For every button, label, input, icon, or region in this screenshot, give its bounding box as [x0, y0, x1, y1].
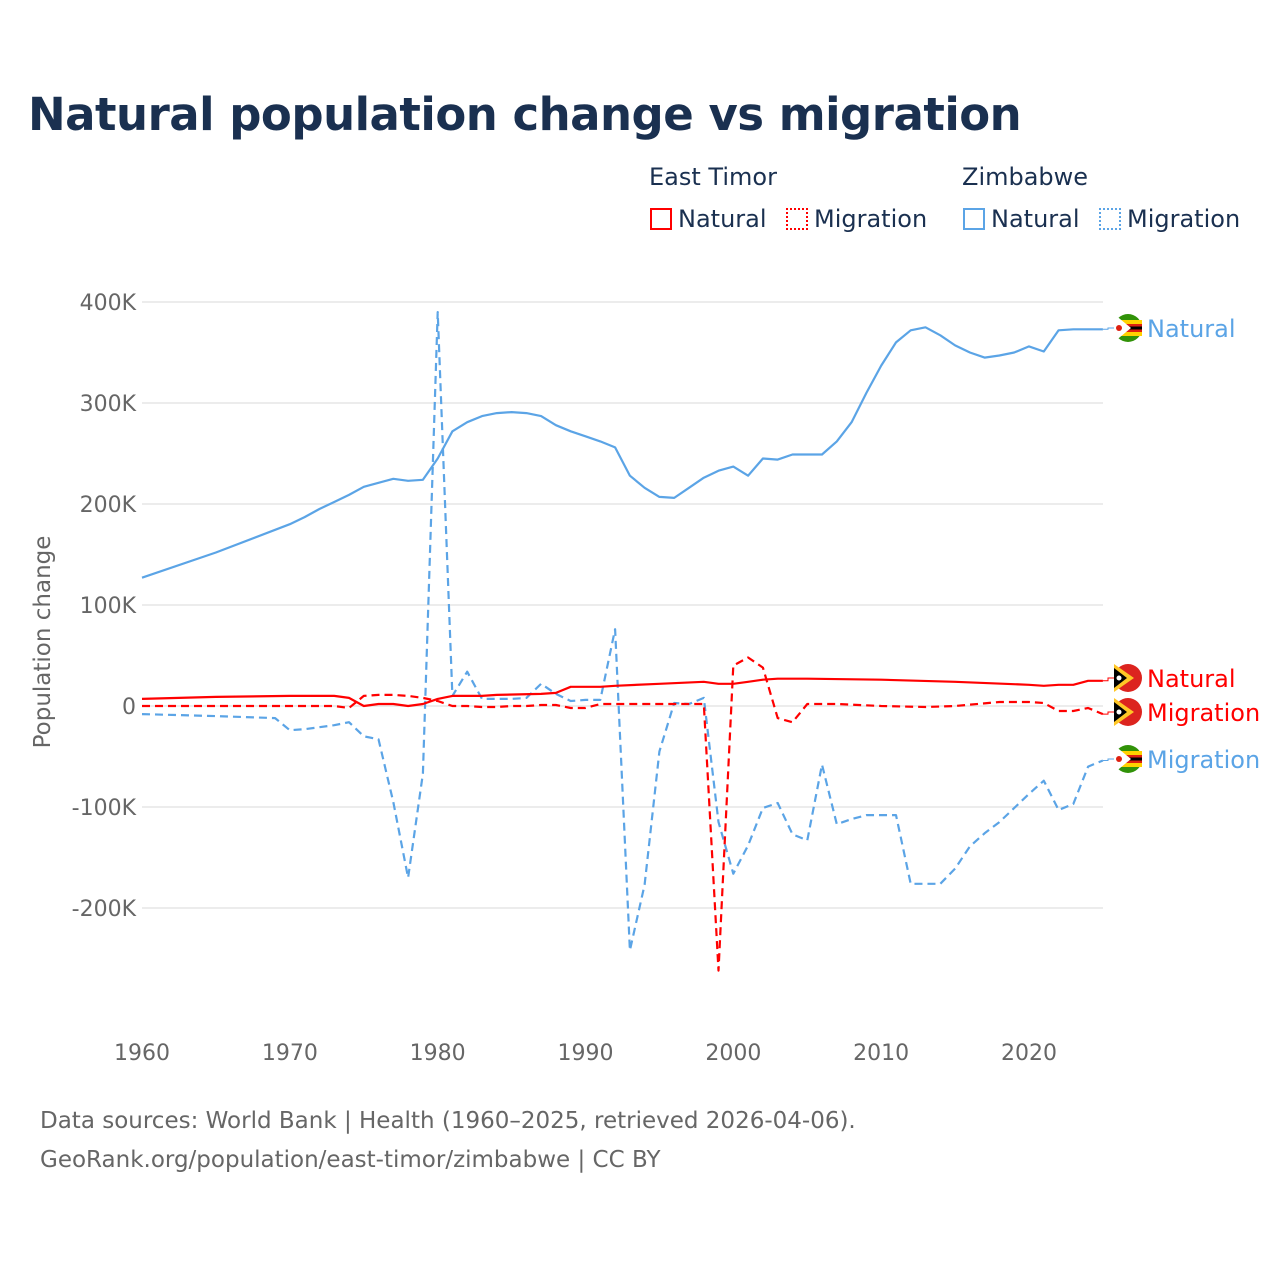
series-line-east-timor-natural [141, 677, 1103, 708]
legend-label: Migration [814, 205, 928, 233]
label-connector [1102, 758, 1114, 762]
label-connector [1102, 677, 1114, 682]
x-tick-label: 2020 [1001, 1041, 1057, 1066]
series-end-label: Natural [1147, 315, 1236, 343]
legend-label: Natural [678, 205, 767, 233]
x-tick-label: 2010 [853, 1041, 909, 1066]
y-tick-label: 400K [80, 291, 137, 316]
label-connector [1102, 711, 1114, 715]
x-tick-label: 1990 [558, 1041, 614, 1066]
legend-group-east-timor: East Timor [649, 163, 777, 191]
legend-east-timor-natural[interactable]: Natural [650, 205, 767, 233]
x-tick-label: 2000 [705, 1041, 761, 1066]
series-end-label: Migration [1147, 746, 1260, 774]
zimbabwe-flag-icon [1114, 314, 1142, 342]
y-tick-label: -200K [72, 897, 137, 922]
legend-east-timor-migration[interactable]: Migration [786, 205, 927, 233]
series-line-zimbabwe-migration [141, 311, 1104, 952]
chart-title: Natural population change vs migration [28, 88, 1022, 141]
footer-link[interactable]: GeoRank.org/population/east-timor/zimbab… [40, 1147, 661, 1173]
y-tick-label: 100K [80, 594, 137, 619]
legend-swatch-dotted [786, 208, 808, 230]
legend-label: Natural [991, 205, 1080, 233]
y-tick-label: 300K [80, 392, 137, 417]
y-axis-label: Population change [30, 536, 56, 749]
series-line-east-timor-migration [142, 656, 1104, 972]
series-line-zimbabwe-natural [141, 326, 1103, 579]
legend-swatch-solid [963, 208, 985, 230]
zimbabwe-flag-icon [1114, 745, 1142, 773]
x-tick-label: 1980 [410, 1041, 466, 1066]
legend-zimbabwe-natural[interactable]: Natural [963, 205, 1080, 233]
y-tick-label: 200K [80, 493, 137, 518]
legend-group-zimbabwe: Zimbabwe [962, 163, 1089, 191]
label-connector [1102, 327, 1114, 330]
east-timor-flag-icon [1114, 664, 1142, 692]
legend-zimbabwe-migration[interactable]: Migration [1099, 205, 1240, 233]
legend-swatch-dotted [1099, 208, 1121, 230]
series-end-label: Migration [1147, 699, 1260, 727]
x-tick-label: 1960 [114, 1041, 170, 1066]
legend-label: Migration [1127, 205, 1241, 233]
east-timor-flag-icon [1114, 698, 1142, 726]
y-tick-label: 0 [122, 695, 136, 720]
footer-sources: Data sources: World Bank | Health (1960–… [40, 1108, 856, 1134]
series-end-label: Natural [1147, 665, 1236, 693]
x-tick-label: 1970 [262, 1041, 318, 1066]
legend-swatch-solid [650, 208, 672, 230]
y-tick-label: -100K [72, 796, 137, 821]
